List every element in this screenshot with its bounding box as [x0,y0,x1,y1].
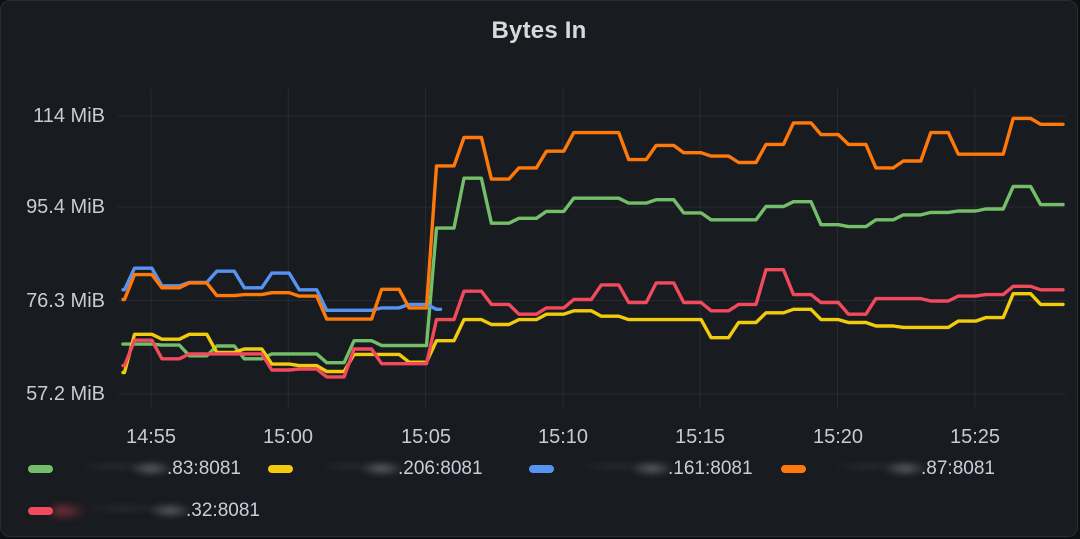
legend-swatch-green [28,465,53,473]
legend-swatch-red [28,507,53,515]
series-line-red [121,268,1065,379]
y-tick-label: 57.2 MiB [26,383,105,405]
legend-redacted-prefix [816,459,921,479]
x-tick-label: 15:10 [537,426,589,448]
x-tick-label: 15:15 [674,426,726,448]
legend-redacted-prefix [564,459,668,479]
panel-title[interactable]: Bytes In [491,17,587,44]
legend-item-blue[interactable]: .161:8081 [529,457,753,481]
legend-label[interactable]: .161:8081 [668,458,753,479]
legend-swatch-blue [529,465,554,473]
legend-label[interactable]: .83:8081 [167,458,241,479]
legend-redacted-prefix [63,501,186,521]
series-line-blue [121,266,443,312]
legend-swatch-orange [781,465,806,473]
x-tick-label: 14:55 [125,426,177,448]
x-tick-label: 15:00 [262,426,314,448]
legend-item-red[interactable]: .32:8081 [28,499,260,523]
y-tick-label: 76.3 MiB [26,290,105,312]
series-line-orange [121,116,1065,321]
legend-swatch-yellow [268,465,293,473]
series-line-green [121,176,1065,365]
legend-label[interactable]: .206:8081 [398,458,483,479]
legend-redacted-prefix [63,459,167,479]
legend-item-orange[interactable]: .87:8081 [781,457,995,481]
legend-item-yellow[interactable]: .206:8081 [268,457,483,481]
y-tick-label: 114 MiB [33,105,105,127]
legend-label[interactable]: .87:8081 [921,458,995,479]
x-tick-label: 15:20 [812,426,864,448]
series-line-yellow [121,292,1065,375]
legend-label[interactable]: .32:8081 [186,500,260,521]
legend-redacted-prefix [303,459,398,479]
x-tick-label: 15:25 [949,426,1001,448]
x-tick-label: 15:05 [400,426,452,448]
y-tick-label: 95.4 MiB [26,196,105,218]
legend-item-green[interactable]: .83:8081 [28,457,241,481]
